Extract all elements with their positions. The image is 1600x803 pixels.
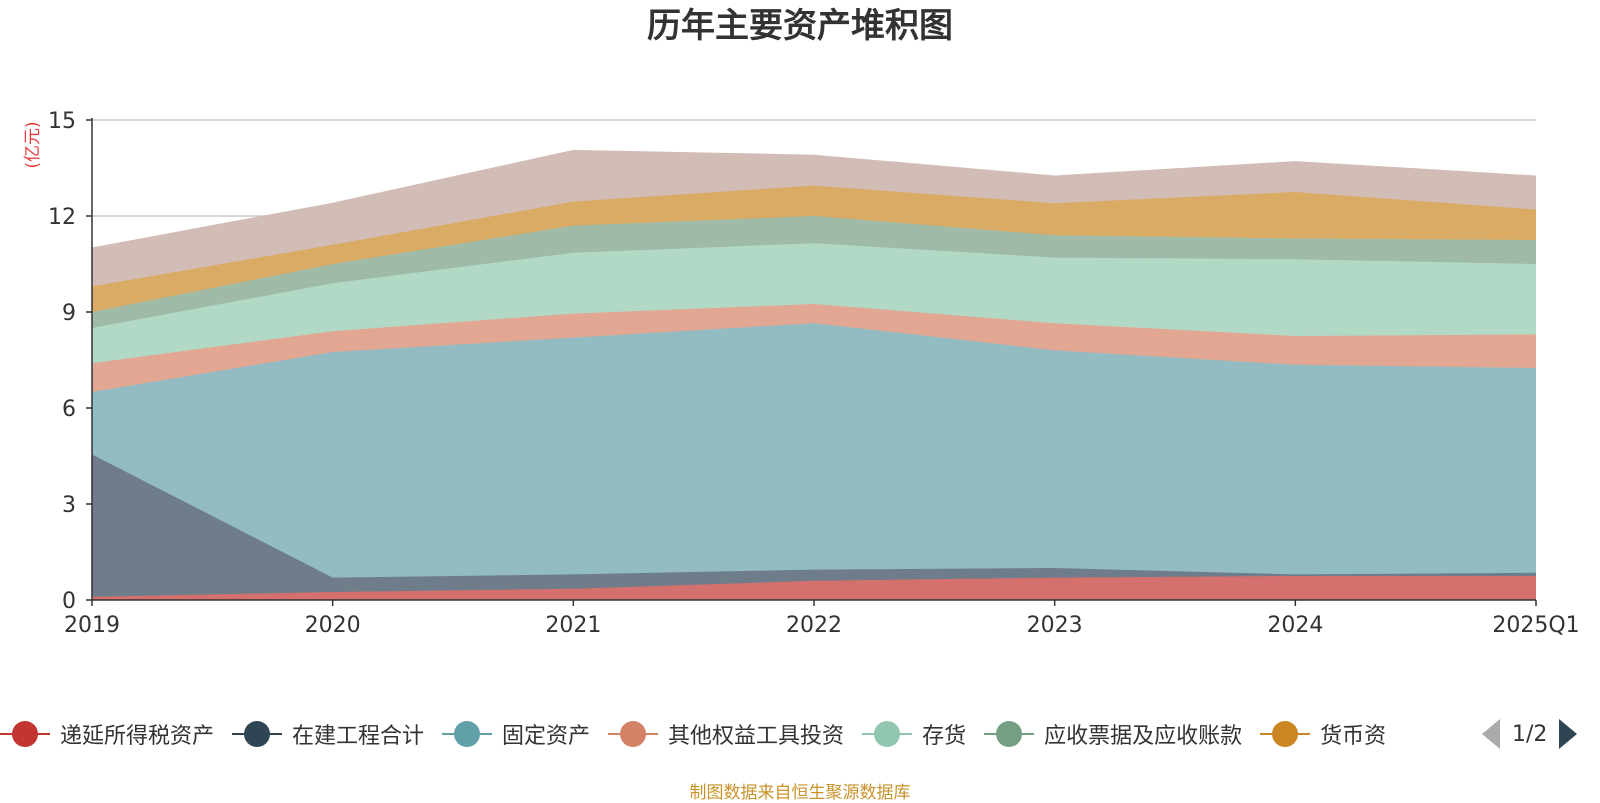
y-tick-label: 3	[62, 493, 76, 518]
x-tick-label: 2022	[786, 613, 842, 638]
legend-marker-icon	[442, 719, 493, 749]
legend-label: 应收票据及应收账款	[1044, 724, 1243, 749]
area-其他权益工具投资	[92, 304, 1536, 392]
y-tick-label: 15	[48, 109, 76, 134]
area-货币资金	[92, 185, 1536, 312]
legend-prev-page-icon[interactable]	[1482, 719, 1500, 749]
area-递延所得税资产	[92, 576, 1536, 600]
x-tick-label: 2019	[64, 613, 120, 638]
x-tick-label: 2025Q1	[1492, 613, 1579, 638]
area-在建工程合计	[92, 454, 1536, 597]
x-tick-label: 2024	[1267, 613, 1323, 638]
legend-marker-icon	[984, 719, 1035, 749]
legend-label: 在建工程合计	[292, 724, 425, 749]
area-固定资产	[92, 323, 1536, 578]
legend: 递延所得税资产 在建工程合计 固定资产 其他权益工具投资 存货 应收票据及应收账款 货币资	[0, 716, 1600, 752]
legend-marker-icon	[1260, 719, 1311, 749]
legend-item[interactable]: 应收票据及应收账款	[984, 716, 1242, 752]
area-其他	[92, 150, 1536, 287]
area-edge-其他	[91, 149, 1537, 249]
legend-marker-icon	[862, 719, 913, 749]
chart-title: 历年主要资产堆积图	[647, 6, 953, 46]
legend-pager: 1/2	[1476, 716, 1600, 752]
x-tick-label: 2023	[1027, 613, 1083, 638]
y-tick-label: 6	[62, 397, 76, 422]
x-tick-label: 2020	[305, 613, 361, 638]
legend-item[interactable]: 其他权益工具投资	[608, 716, 844, 752]
legend-label: 固定资产	[502, 724, 591, 749]
legend-label: 货币资	[1320, 724, 1387, 749]
y-tick-label: 0	[62, 589, 76, 614]
legend-item[interactable]: 货币资	[1260, 716, 1386, 752]
legend-label: 其他权益工具投资	[668, 724, 845, 749]
axes: 0 3 6 9 12 15 2019 2020 2021 2022 2023 2024 2025Q1	[48, 109, 1580, 638]
legend-label: 存货	[922, 724, 967, 749]
legend-item[interactable]: 递延所得税资产	[0, 716, 214, 752]
legend-page-indicator: 1/2	[1512, 721, 1548, 747]
y-tick-label: 12	[48, 205, 76, 230]
area-应收票据及应收账款	[92, 216, 1536, 328]
legend-marker-icon	[0, 719, 50, 749]
area-series	[91, 149, 1537, 600]
y-axis-label: (亿元)	[23, 121, 43, 168]
area-存货	[92, 243, 1536, 364]
legend-marker-icon	[608, 719, 659, 749]
legend-item[interactable]: 在建工程合计	[232, 716, 424, 752]
legend-item[interactable]: 存货	[862, 716, 966, 752]
stacked-area-chart: 0 3 6 9 12 15 2019 2020 2021 2022 2023 2024 2025Q1 (…	[23, 109, 1580, 638]
x-tick-label: 2021	[545, 613, 601, 638]
y-tick-label: 9	[62, 301, 76, 326]
data-source-note: 制图数据来自恒生聚源数据库	[689, 783, 911, 803]
legend-marker-icon	[232, 719, 283, 749]
legend-label: 递延所得税资产	[60, 724, 215, 749]
legend-item[interactable]: 固定资产	[442, 716, 590, 752]
legend-next-page-icon[interactable]	[1559, 719, 1578, 749]
